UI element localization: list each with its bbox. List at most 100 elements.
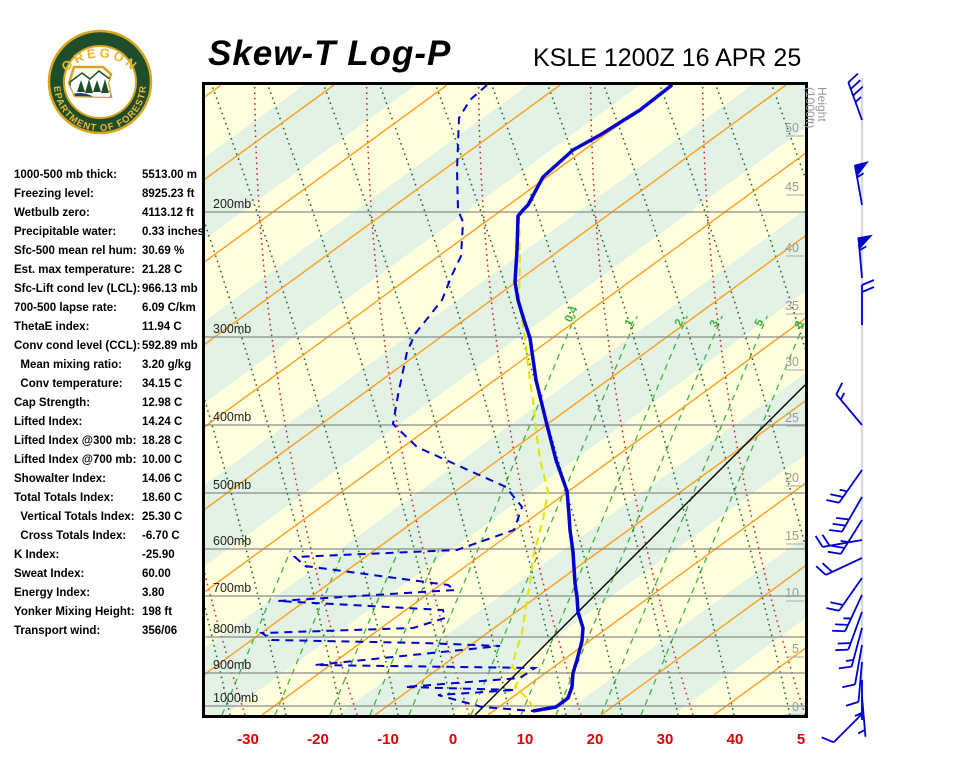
- index-row: Wetbulb zero: 4113.12 ft: [14, 207, 204, 226]
- wind-barb-staff: [847, 82, 863, 121]
- index-value: 14.24 C: [142, 416, 183, 428]
- index-label: Precipitable water:: [14, 226, 117, 238]
- dewpoint-trace: [258, 85, 539, 712]
- index-value: 12.98 C: [142, 397, 183, 409]
- mixing-ratio-label: 8: [793, 319, 807, 330]
- dry-adiabat-line: [323, 85, 511, 715]
- index-value: 30.69 %: [142, 245, 185, 257]
- index-label: 700-500 lapse rate:: [14, 302, 117, 314]
- index-value: 8925.23 ft: [142, 188, 195, 200]
- wind-barb-half: [845, 658, 854, 662]
- index-label: Total Totals Index:: [14, 492, 114, 504]
- temperature-band: [785, 700, 805, 715]
- mixing-ratio-line: [274, 548, 345, 715]
- wind-barb-full: [861, 279, 875, 286]
- wind-barb-full: [838, 665, 852, 670]
- height-label: 35: [785, 299, 799, 313]
- height-label: 0: [792, 700, 799, 714]
- height-label: 45: [785, 180, 799, 194]
- wind-barb-full: [842, 683, 856, 689]
- index-row: Mean mixing ratio: 3.20 g/kg: [14, 359, 204, 378]
- mixing-ratio-label: 3: [708, 318, 722, 329]
- index-row: Sfc-Lift cond lev (LCL): 966.13 mb: [14, 283, 204, 302]
- index-row: 700-500 lapse rate: 6.09 C/km: [14, 302, 204, 321]
- x-axis-label: -10: [377, 731, 399, 748]
- mixing-ratio-label: 5: [753, 317, 767, 328]
- index-label: Energy Index:: [14, 587, 91, 599]
- index-value: 34.15 C: [142, 378, 183, 390]
- dry-adiabat-line: [884, 85, 960, 715]
- x-axis-label: 10: [517, 731, 534, 748]
- wind-barb-half: [839, 488, 848, 493]
- wind-barb-staff: [847, 611, 863, 650]
- temperature-band: [673, 618, 805, 715]
- wind-barb-full: [830, 601, 844, 606]
- wind-barb-full: [814, 535, 824, 548]
- wind-barb-full: [845, 700, 859, 707]
- isotherm-line: [261, 317, 805, 715]
- index-row: Lifted Index @700 mb: 10.00 C: [14, 454, 204, 473]
- index-row: Total Totals Index: 18.60 C: [14, 492, 204, 511]
- index-value: 3.80: [142, 587, 165, 599]
- index-value: 356/06: [142, 625, 178, 637]
- index-row: Sweat Index: 60.00: [14, 568, 204, 587]
- wind-barb-half: [839, 392, 846, 401]
- mixing-ratio-line: [369, 548, 440, 715]
- index-row: Cap Strength: 12.98 C: [14, 397, 204, 416]
- wind-barb-full: [831, 544, 845, 549]
- height-axis-subtitle: (1000ft): [803, 87, 817, 128]
- index-row: ThetaE index: 11.94 C: [14, 321, 204, 340]
- index-label: Mean mixing ratio:: [14, 359, 122, 371]
- x-axis-label: 20: [587, 731, 604, 748]
- pressure-label: 1000mb: [213, 691, 258, 705]
- temperature-trace: [513, 85, 674, 713]
- x-axis-label: 5: [797, 731, 805, 748]
- x-axis-label: -20: [307, 731, 329, 748]
- temperature-band: [0, 85, 192, 715]
- index-label: 1000-500 mb thick:: [14, 169, 117, 181]
- dry-adiabat-line: [715, 85, 805, 351]
- wind-barb-half: [854, 712, 863, 717]
- index-row: Showalter Index: 14.06 C: [14, 473, 204, 492]
- wind-barb-full: [830, 493, 844, 498]
- index-row: Lifted Index @300 mb: 18.28 C: [14, 435, 204, 454]
- dry-adiabat-line: [205, 221, 343, 715]
- plot-area: [0, 85, 960, 715]
- index-row: Transport wind: 356/06: [14, 625, 204, 644]
- dry-adiabat-line: [940, 85, 960, 715]
- index-label: Showalter Index:: [14, 473, 107, 485]
- index-value: 6.09 C/km: [142, 302, 196, 314]
- wind-barb-full: [821, 736, 835, 744]
- mixing-ratio-label: 2: [673, 317, 687, 328]
- wind-barb-full: [821, 562, 833, 573]
- index-row: Vertical Totals Index: 25.30 C: [14, 511, 204, 530]
- pressure-label: 200mb: [213, 197, 251, 211]
- temperature-band: [561, 536, 805, 715]
- index-row: Precipitable water: 0.33 inches: [14, 226, 204, 245]
- x-axis-label: 40: [727, 731, 744, 748]
- index-value: 14.06 C: [142, 473, 183, 485]
- wind-barb-staff: [833, 713, 863, 743]
- wind-barb-full: [835, 648, 849, 652]
- temperature-band: [205, 85, 805, 567]
- index-row: Energy Index: 3.80: [14, 587, 204, 606]
- index-label: Lifted Index:: [14, 416, 83, 428]
- height-axis-title: Height: [815, 87, 829, 122]
- dry-adiabat-line: [828, 85, 960, 715]
- index-value: 0.33 inches: [142, 226, 205, 238]
- wind-barb-staff: [838, 469, 863, 504]
- height-label: 20: [785, 471, 799, 485]
- index-label: Cross Totals Index:: [14, 530, 127, 542]
- isotherm-line: [205, 85, 222, 98]
- isotherm-line: [205, 85, 787, 511]
- index-row: Sfc-500 mean rel hum: 30.69 %: [14, 245, 204, 264]
- height-label: 5: [792, 642, 799, 656]
- wind-barb-full: [837, 642, 851, 645]
- pressure-label: 400mb: [213, 410, 251, 424]
- index-value: 3.20 g/kg: [142, 359, 192, 371]
- wind-barb-full: [832, 629, 846, 633]
- moist-adiabat-line: [205, 571, 246, 715]
- index-label: Sfc-500 mean rel hum:: [14, 245, 137, 257]
- index-label: Yonker Mixing Height:: [14, 606, 135, 618]
